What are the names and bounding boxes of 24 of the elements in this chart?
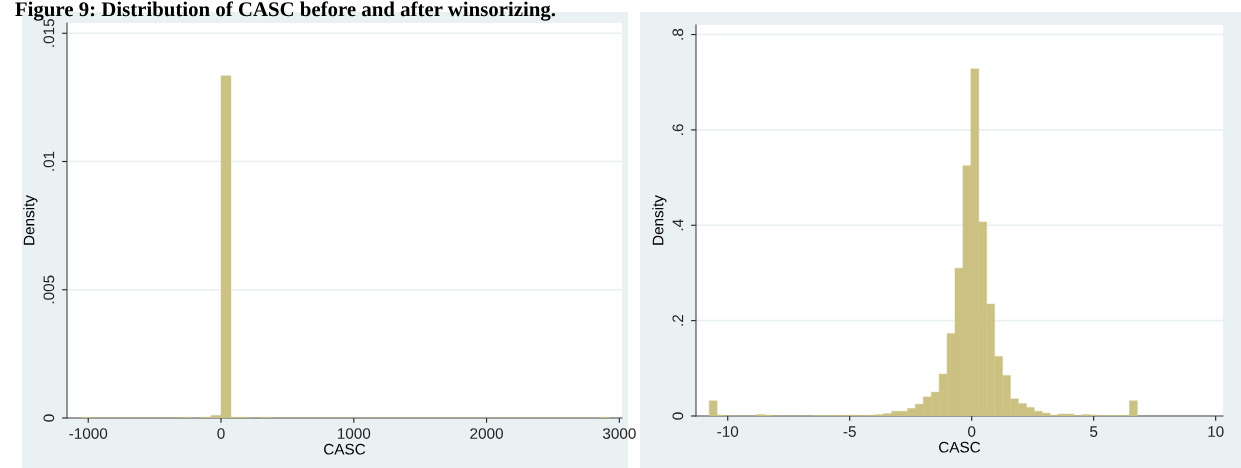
chart-title: Figure 9: Distribution of CASC before and after winsorizing. (15, 1, 556, 21)
x-tick-label: 10 (1208, 426, 1224, 437)
y-tick-label: .8 (672, 28, 684, 40)
y-tick-label: .005 (43, 275, 55, 304)
x-tick-label: -10 (717, 426, 739, 437)
y-tick-label: .015 (43, 19, 55, 47)
x-tick-label: -5 (843, 426, 856, 437)
y-axis-title: Density (652, 195, 667, 245)
y-tick-label: 0 (672, 412, 684, 420)
y-tick-label: .01 (43, 151, 55, 171)
x-tick-label: 5 (1090, 426, 1098, 437)
y-tick-label: 0 (43, 414, 55, 422)
x-axis-title: CASC (939, 441, 981, 453)
x-tick-label: 0 (217, 428, 225, 439)
y-tick-label: .6 (672, 124, 684, 135)
x-tick-label: 2000 (470, 428, 503, 439)
x-tick-label: 0 (968, 426, 976, 437)
y-tick-label: .2 (672, 315, 684, 326)
y-tick-label: .4 (672, 219, 684, 231)
x-axis-title: CASC (324, 443, 366, 455)
x-tick-label: 3000 (602, 428, 636, 439)
y-axis-title: Density (23, 195, 38, 245)
x-tick-label: 1000 (337, 428, 371, 439)
x-tick-label: -1000 (69, 428, 108, 439)
